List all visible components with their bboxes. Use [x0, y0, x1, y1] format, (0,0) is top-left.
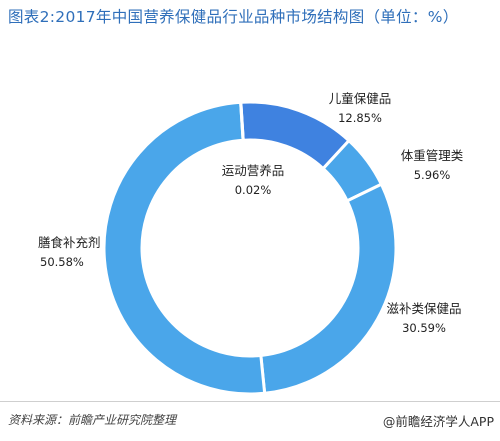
- credit-text: @前瞻经济学人APP: [382, 414, 494, 429]
- donut-chart: 儿童保健品 12.85% 体重管理类 5.96% 滋补类保健品 30.59% 膳食补充剂 50…: [38, 91, 464, 396]
- slice-value-膳食补充剂: 50.58%: [40, 255, 84, 269]
- source-note: 资料来源：前瞻产业研究院整理: [8, 413, 177, 427]
- slice-value-运动营养品: 0.02%: [235, 183, 272, 197]
- slice-value-儿童保健品: 12.85%: [338, 111, 382, 125]
- slice-label-膳食补充剂: 膳食补充剂: [38, 235, 101, 250]
- slice-运动营养品: [239, 100, 245, 142]
- footer-divider: [0, 401, 500, 402]
- slice-label-儿童保健品: 儿童保健品: [329, 91, 392, 106]
- chart-title: 图表2:2017年中国营养保健品行业品种市场结构图（单位：%）: [8, 8, 459, 26]
- slice-value-体重管理类: 5.96%: [414, 168, 451, 182]
- slice-label-滋补类保健品: 滋补类保健品: [386, 301, 461, 316]
- slice-value-滋补类保健品: 30.59%: [402, 321, 446, 335]
- slice-滋补类保健品: [259, 182, 398, 395]
- slice-label-体重管理类: 体重管理类: [401, 148, 464, 163]
- slice-label-运动营养品: 运动营养品: [222, 163, 285, 178]
- slice-膳食补充剂: [102, 100, 267, 396]
